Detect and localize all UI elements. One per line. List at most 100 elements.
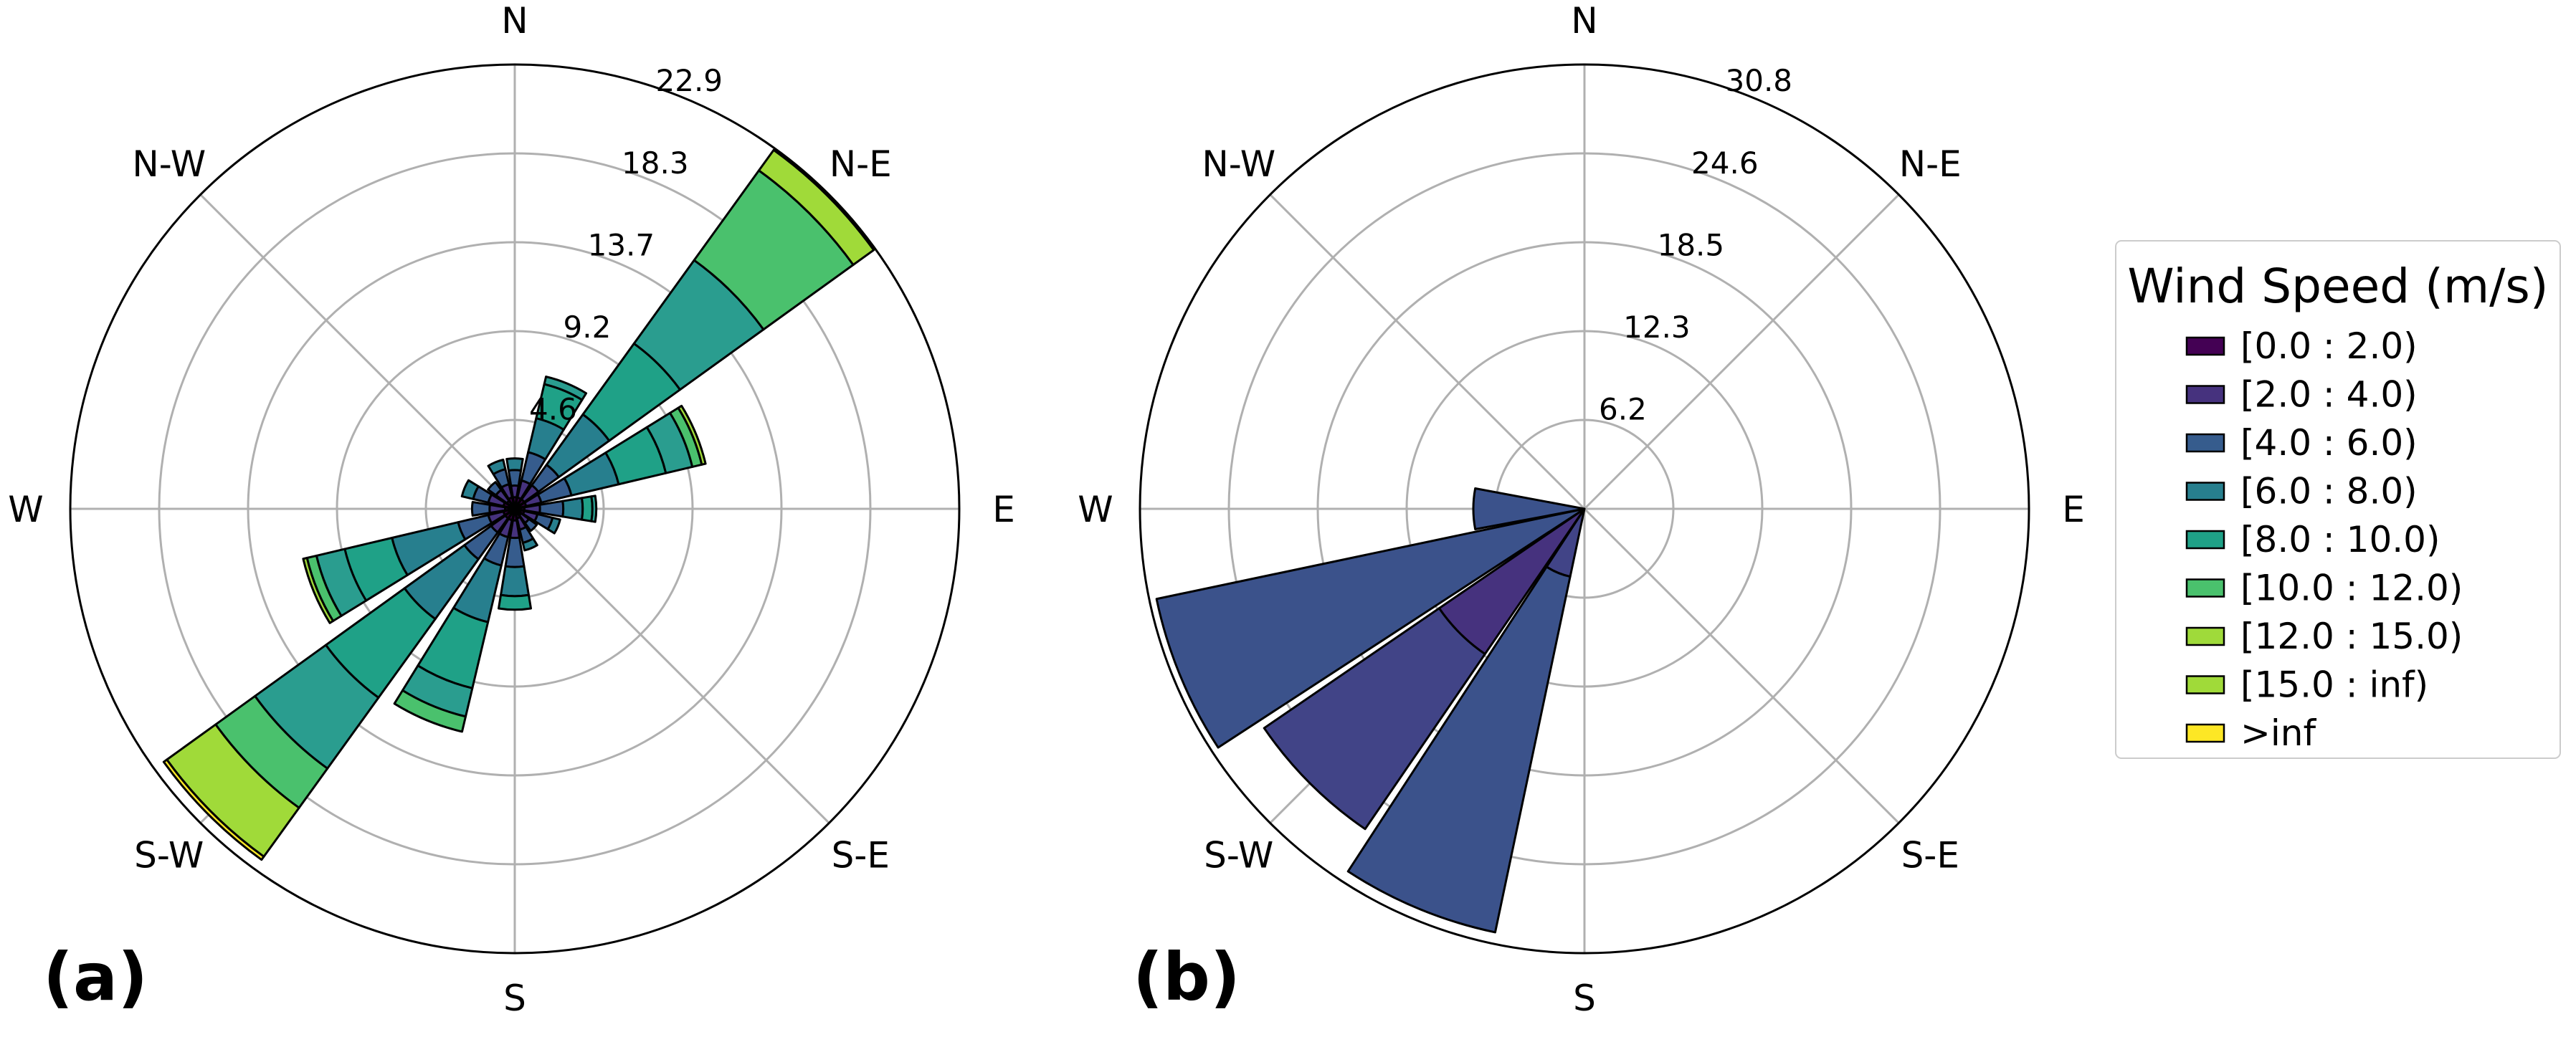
legend-item: [0.0 : 2.0): [2185, 325, 2418, 367]
wind-bar-segment: [758, 148, 875, 266]
legend-title: Wind Speed (m/s): [2127, 259, 2548, 314]
wind-bar-segment: [538, 500, 565, 518]
direction-label: N-W: [1202, 143, 1275, 185]
legend-label: [15.0 : inf): [2240, 664, 2428, 706]
wind-bar-segment: [497, 593, 533, 611]
wind-bar-segment: [302, 557, 335, 624]
direction-label: N: [1571, 0, 1597, 42]
wind-bar-segment: [393, 689, 467, 733]
wind-sector: [1263, 507, 1586, 831]
radial-tick-label: 12.3: [1623, 310, 1691, 345]
legend-label: [6.0 : 8.0): [2240, 471, 2418, 512]
wind-bar-segment: [677, 404, 707, 466]
wind-bar-segment: [1346, 565, 1572, 934]
radial-tick-label: 6.2: [1599, 391, 1647, 426]
wind-bar-segment: [507, 469, 523, 487]
legend-swatch: [2185, 530, 2225, 550]
direction-label: N-W: [132, 143, 206, 185]
direction-label: E: [2062, 489, 2085, 530]
direction-label: W: [1078, 489, 1113, 530]
windrose-panel-b: 6.2 12.3 18.5 24.6 30.8 N N-E E S-E S S-W W N-W (b): [1078, 0, 2085, 1019]
wind-bar-segment: [561, 497, 584, 521]
legend-item: >inf: [2185, 712, 2316, 754]
wind-sector: [497, 507, 533, 611]
wind-sector: [513, 507, 538, 552]
legend-item: [10.0 : 12.0): [2185, 568, 2463, 609]
wind-sector: [162, 507, 516, 861]
radial-tick-label: 13.7: [588, 227, 655, 262]
legend-item: [15.0 : inf): [2185, 664, 2428, 706]
legend-label: [8.0 : 10.0): [2240, 519, 2440, 560]
wind-bar-segment: [1155, 507, 1586, 749]
legend-label: [12.0 : 15.0): [2240, 616, 2463, 657]
radial-tick-label: 22.9: [656, 63, 723, 98]
legend-items: [0.0 : 2.0) [2.0 : 4.0) [4.0 : 6.0) [6.0 : …: [2185, 325, 2463, 754]
wind-bar-segment: [1472, 487, 1586, 531]
wind-bar-segment: [546, 516, 561, 535]
wind-bar-segment: [504, 536, 526, 568]
wind-bar-segment: [521, 537, 538, 552]
radial-tick-label: 4.6: [529, 391, 577, 426]
direction-label: N-E: [830, 143, 892, 185]
polar-frame: [1139, 63, 2030, 955]
wind-bar-segment: [581, 495, 594, 522]
radial-tick-label: 9.2: [564, 310, 612, 345]
wind-sector: [513, 148, 875, 510]
wind-sector: [513, 494, 598, 523]
angular-grid-line: [1583, 193, 1900, 510]
radial-tick-label: 18.3: [622, 145, 689, 181]
wind-sector: [302, 507, 516, 624]
radial-tick-label: 30.8: [1726, 63, 1793, 98]
legend-frame: [2115, 240, 2561, 759]
radial-tick-label: 24.6: [1691, 145, 1759, 181]
wind-sector: [513, 404, 707, 510]
panel-label: (b): [1133, 939, 1240, 1016]
wind-bar-segment: [590, 494, 598, 523]
direction-label: W: [8, 489, 43, 530]
direction-label: S-E: [1901, 834, 1959, 876]
legend-label: >inf: [2240, 712, 2316, 754]
polar-frame: [69, 63, 961, 955]
legend-swatch: [2185, 578, 2225, 598]
wind-sector: [1472, 487, 1586, 531]
legend: Wind Speed (m/s) [0.0 : 2.0)[2.0 : 4.0)[…: [2115, 240, 2561, 759]
panel-label: (a): [43, 939, 148, 1016]
wind-sector: [487, 459, 516, 510]
legend-item: [6.0 : 8.0): [2185, 471, 2418, 512]
legend-label: [0.0 : 2.0): [2240, 325, 2418, 367]
wind-bar-segment: [523, 517, 538, 532]
legend-item: [4.0 : 6.0): [2185, 422, 2418, 464]
windrose-panel-a: 4.6 9.2 13.7 18.3 22.9 N N-E E S-E S S-W W N-W (a): [8, 0, 1015, 1019]
wind-bar-segment: [470, 500, 491, 517]
wind-sector: [470, 500, 516, 517]
legend-label: [10.0 : 12.0): [2240, 568, 2463, 609]
wind-sector: [1155, 507, 1586, 749]
radial-tick-label: 18.5: [1658, 227, 1725, 262]
angular-grid-line: [1269, 193, 1586, 510]
legend-item: [12.0 : 15.0): [2185, 616, 2463, 657]
legend-swatch: [2185, 482, 2225, 501]
direction-label: S: [1573, 978, 1596, 1019]
direction-label: E: [992, 489, 1015, 530]
wind-bar-segment: [460, 479, 480, 500]
wind-sector: [513, 376, 588, 510]
direction-label: S: [503, 978, 526, 1019]
direction-label: S-W: [134, 834, 204, 876]
direction-label: N: [501, 0, 528, 42]
wind-bar-segment: [487, 459, 507, 476]
legend-swatch: [2185, 626, 2225, 646]
angular-grid-line: [199, 193, 516, 510]
legend-item: [2.0 : 4.0): [2185, 374, 2418, 416]
legend-swatch: [2185, 675, 2225, 694]
legend-swatch: [2185, 385, 2225, 404]
wind-sector: [505, 457, 524, 510]
legend-item: [8.0 : 10.0): [2185, 519, 2440, 560]
legend-swatch: [2185, 336, 2225, 356]
legend-swatch: [2185, 433, 2225, 453]
legend-label: [4.0 : 6.0): [2240, 422, 2418, 464]
angular-grid-line: [1583, 507, 1900, 824]
wind-bar-segment: [505, 457, 524, 472]
direction-label: S-W: [1204, 834, 1273, 876]
wind-bar-segment: [543, 376, 588, 401]
